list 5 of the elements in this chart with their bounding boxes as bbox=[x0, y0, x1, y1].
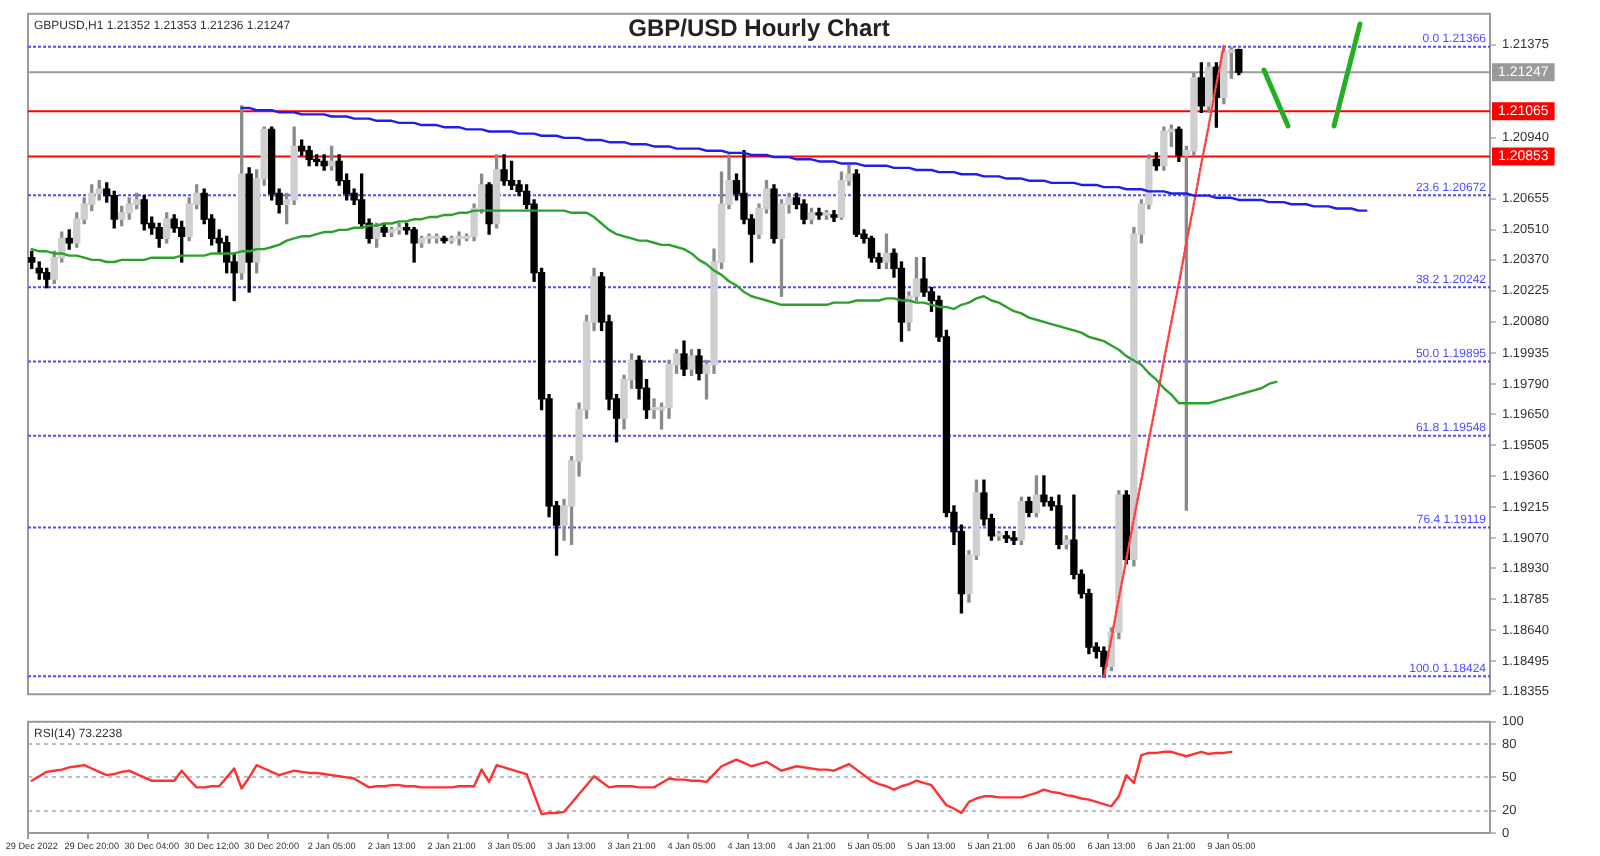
candlestick bbox=[650, 398, 658, 419]
line-series bbox=[1102, 44, 1226, 679]
chart-title: GBP/USD Hourly Chart bbox=[628, 14, 890, 43]
candlestick bbox=[1040, 475, 1048, 507]
candlestick bbox=[455, 231, 463, 246]
